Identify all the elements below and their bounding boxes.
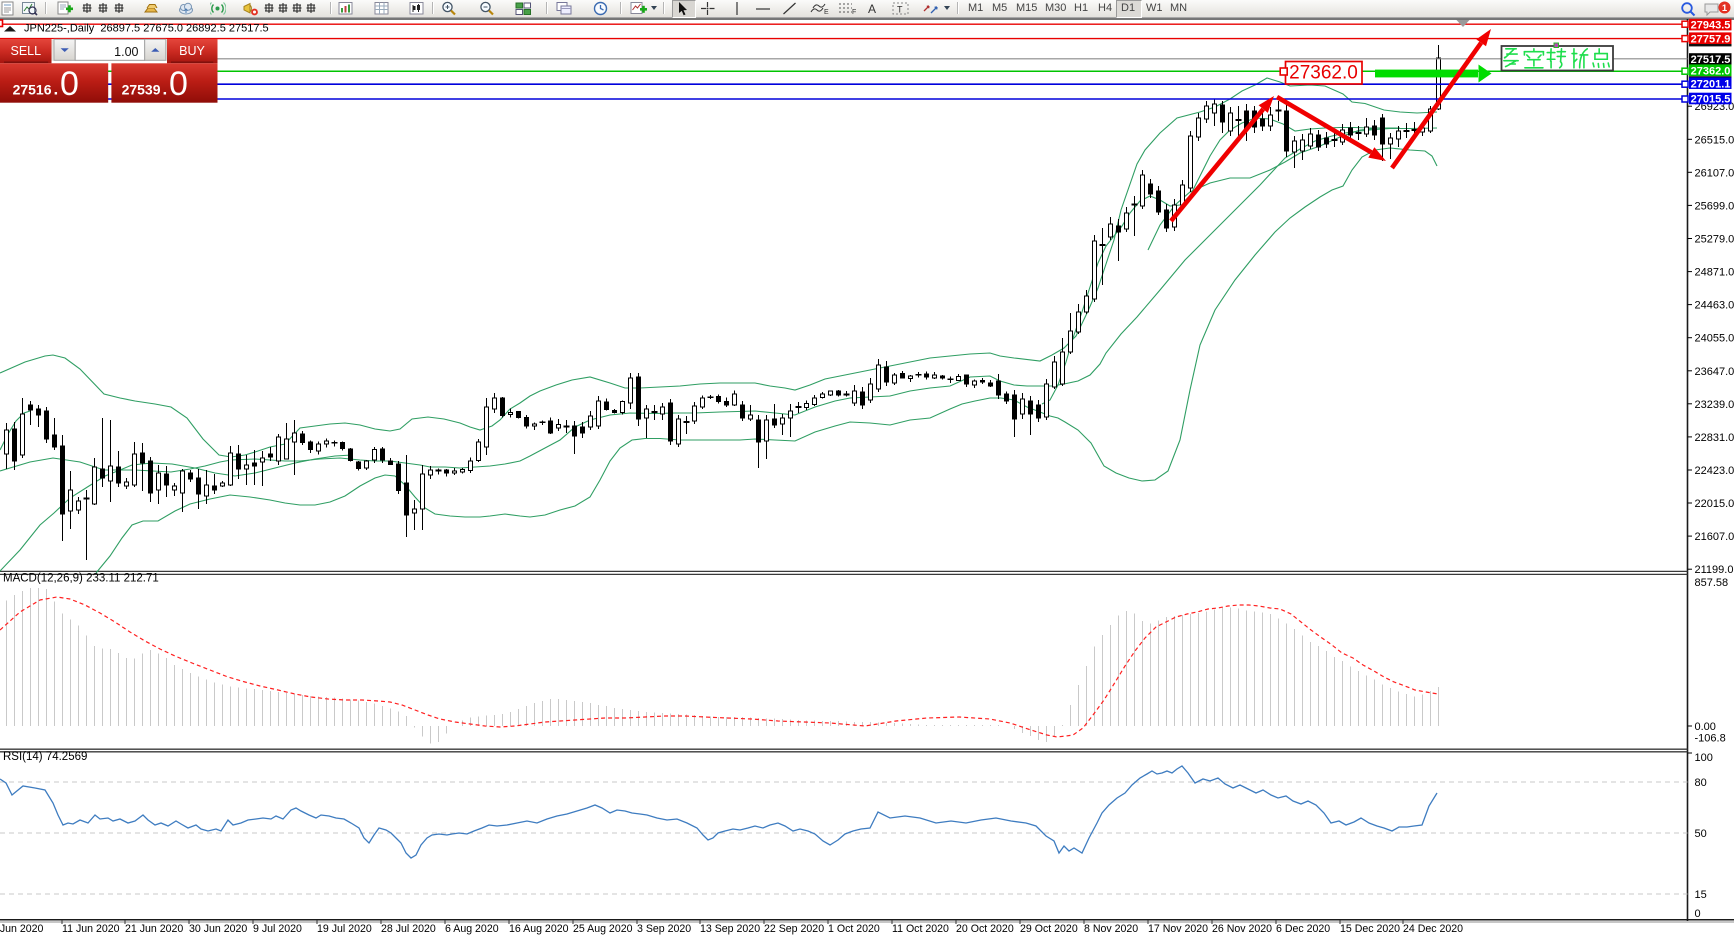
svg-text:27015.5: 27015.5 xyxy=(1691,94,1731,106)
svg-text:19 Jul 2020: 19 Jul 2020 xyxy=(317,923,372,935)
svg-text:15: 15 xyxy=(1695,889,1707,901)
svg-text:SELL: SELL xyxy=(11,44,42,58)
svg-text:20 Oct 2020: 20 Oct 2020 xyxy=(956,923,1014,935)
svg-text:28 Jul 2020: 28 Jul 2020 xyxy=(381,923,436,935)
svg-text:29 Oct 2020: 29 Oct 2020 xyxy=(1020,923,1078,935)
svg-text:27516: 27516 xyxy=(13,82,52,98)
svg-text:30 Jun 2020: 30 Jun 2020 xyxy=(189,923,247,935)
svg-text:1: 1 xyxy=(1722,3,1728,14)
svg-text:27201.1: 27201.1 xyxy=(1691,78,1731,90)
svg-text:24463.0: 24463.0 xyxy=(1695,300,1734,312)
svg-text:-106.8: -106.8 xyxy=(1695,733,1726,745)
svg-text:100: 100 xyxy=(1695,752,1713,764)
svg-text:22423.0: 22423.0 xyxy=(1695,465,1734,477)
svg-text:11 Jun 2020: 11 Jun 2020 xyxy=(62,923,120,935)
svg-text:9 Jul 2020: 9 Jul 2020 xyxy=(253,923,302,935)
svg-text:13 Sep 2020: 13 Sep 2020 xyxy=(700,923,760,935)
svg-text:27757.9: 27757.9 xyxy=(1691,33,1731,45)
svg-text:0: 0 xyxy=(1695,908,1701,920)
svg-text:27943.5: 27943.5 xyxy=(1691,20,1731,32)
svg-text:8 Nov 2020: 8 Nov 2020 xyxy=(1084,923,1138,935)
svg-text:26515.0: 26515.0 xyxy=(1695,134,1734,146)
svg-text:E: E xyxy=(824,9,829,16)
svg-text:.: . xyxy=(54,80,59,99)
svg-text:25279.0: 25279.0 xyxy=(1695,234,1734,246)
svg-text:26107.0: 26107.0 xyxy=(1695,167,1734,179)
svg-text:0: 0 xyxy=(60,65,79,103)
svg-text:MACD(12,26,9) 233.11 212.71: MACD(12,26,9) 233.11 212.71 xyxy=(3,573,159,585)
svg-text:21 Jun 2020: 21 Jun 2020 xyxy=(125,923,183,935)
svg-text:21607.0: 21607.0 xyxy=(1695,531,1734,543)
svg-text:80: 80 xyxy=(1695,777,1707,789)
svg-text:11 Oct 2020: 11 Oct 2020 xyxy=(892,923,949,935)
svg-text:6 Dec 2020: 6 Dec 2020 xyxy=(1276,923,1330,935)
svg-text:6 Aug 2020: 6 Aug 2020 xyxy=(445,923,499,935)
svg-text:1 Oct 2020: 1 Oct 2020 xyxy=(828,923,880,935)
svg-text:22831.0: 22831.0 xyxy=(1695,432,1734,444)
svg-text:27362.0: 27362.0 xyxy=(1289,63,1358,84)
svg-text:27362.0: 27362.0 xyxy=(1691,65,1731,77)
svg-text:BUY: BUY xyxy=(179,44,205,58)
svg-text:JPN225-,Daily 26897.5 27675.0: JPN225-,Daily 26897.5 27675.0 26892.5 27… xyxy=(24,23,269,35)
svg-text:857.58: 857.58 xyxy=(1695,577,1729,589)
svg-text:A: A xyxy=(868,2,876,16)
svg-text:T: T xyxy=(897,5,903,15)
svg-text:.: . xyxy=(163,80,168,99)
svg-text:21199.0: 21199.0 xyxy=(1695,564,1734,576)
svg-text:0.00: 0.00 xyxy=(1695,721,1716,733)
svg-text:22015.0: 22015.0 xyxy=(1695,498,1734,510)
svg-text:24 Dec 2020: 24 Dec 2020 xyxy=(1403,923,1463,935)
svg-text:16 Aug 2020: 16 Aug 2020 xyxy=(509,923,569,935)
svg-text:24055.0: 24055.0 xyxy=(1695,333,1734,345)
svg-text:17 Nov 2020: 17 Nov 2020 xyxy=(1148,923,1208,935)
svg-text:27539: 27539 xyxy=(122,82,161,98)
svg-text:24871.0: 24871.0 xyxy=(1695,267,1734,279)
svg-text:1 Jun 2020: 1 Jun 2020 xyxy=(0,923,44,935)
svg-text:3 Sep 2020: 3 Sep 2020 xyxy=(637,923,691,935)
svg-text:25699.0: 25699.0 xyxy=(1695,200,1734,212)
svg-text:26 Nov 2020: 26 Nov 2020 xyxy=(1212,923,1272,935)
svg-text:23647.0: 23647.0 xyxy=(1695,366,1734,378)
svg-text:1.00: 1.00 xyxy=(114,45,138,59)
svg-text:F: F xyxy=(852,9,856,16)
svg-text:15 Dec 2020: 15 Dec 2020 xyxy=(1340,923,1400,935)
svg-text:25 Aug 2020: 25 Aug 2020 xyxy=(573,923,633,935)
svg-text:27517.5: 27517.5 xyxy=(1691,54,1731,66)
svg-text:RSI(14) 74.2569: RSI(14) 74.2569 xyxy=(3,751,87,763)
svg-text:50: 50 xyxy=(1695,828,1707,840)
svg-text:22 Sep 2020: 22 Sep 2020 xyxy=(764,923,824,935)
svg-text:0: 0 xyxy=(169,65,188,103)
svg-text:23239.0: 23239.0 xyxy=(1695,399,1734,411)
